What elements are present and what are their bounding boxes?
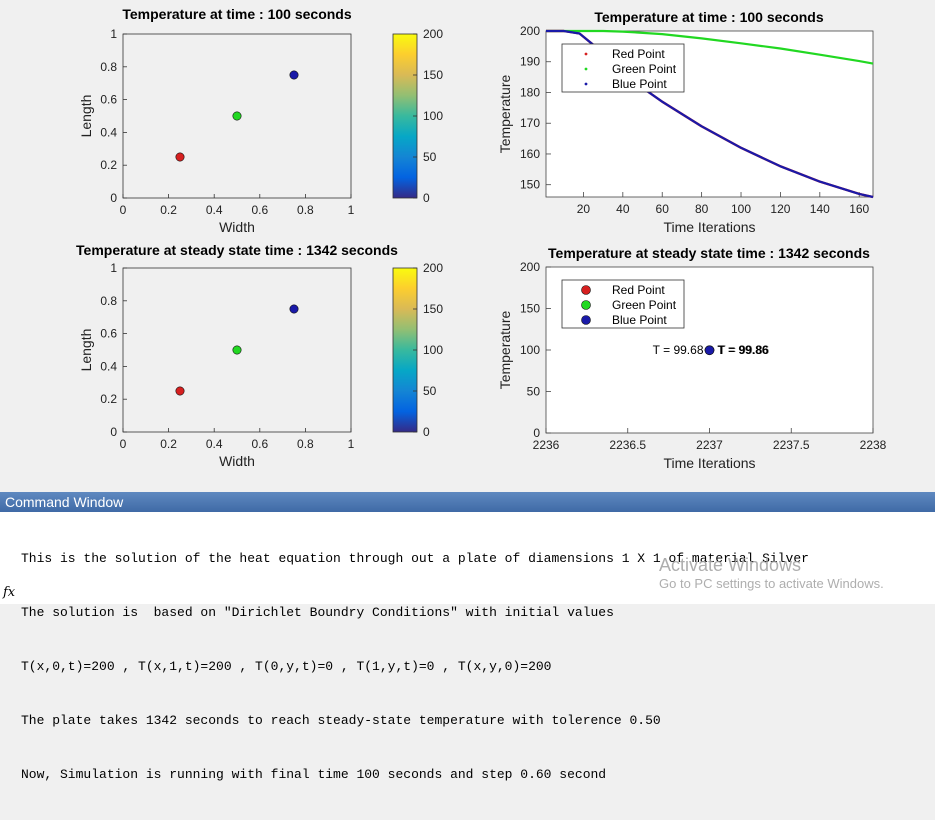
x-axis-label: Width xyxy=(219,219,255,235)
y-tick-label: 190 xyxy=(520,55,540,69)
x-tick-label: 120 xyxy=(770,202,790,216)
colorbar-tick-label: 200 xyxy=(423,27,443,41)
x-tick-label: 0.2 xyxy=(160,203,177,217)
x-tick-label: 160 xyxy=(849,202,869,216)
x-tick-label: 140 xyxy=(810,202,830,216)
heatmap-title: Temperature at steady state time : 1342 … xyxy=(76,242,398,258)
y-tick-label: 150 xyxy=(520,178,540,192)
x-tick-label: 60 xyxy=(656,202,670,216)
x-tick-label: 1 xyxy=(348,203,355,217)
x-tick-label: 100 xyxy=(731,202,751,216)
green-point-marker xyxy=(233,112,241,120)
x-tick-label: 20 xyxy=(577,202,591,216)
blue-legend-marker xyxy=(585,83,588,86)
legend-label: Red Point xyxy=(612,47,665,61)
colorbar-tick-label: 100 xyxy=(423,109,443,123)
y-tick-label: 200 xyxy=(520,24,540,38)
y-axis-label: Temperature xyxy=(497,74,513,153)
y-axis-label: Length xyxy=(78,95,94,138)
x-tick-label: 0.6 xyxy=(251,203,268,217)
plot-title: Temperature at time : 100 seconds xyxy=(594,9,823,25)
figure-canvas: Temperature at time : 100 seconds 0 0.2 0.4… xyxy=(0,0,935,490)
blue-point-marker xyxy=(290,71,298,79)
colorbar-tick-label: 0 xyxy=(423,191,430,205)
figure-window: Temperature at time : 100 seconds 0 0.2 0.4… xyxy=(0,0,935,490)
y-tick-label: 170 xyxy=(520,116,540,130)
y-tick-label: 0.4 xyxy=(100,125,117,139)
heatmap-panel: Temperature at steady state time : 1342 … xyxy=(76,242,443,469)
x-tick-label: 0 xyxy=(120,203,127,217)
colorbar-tick-label: 150 xyxy=(423,68,443,82)
x-axis-label: Time Iterations xyxy=(663,219,755,235)
y-tick-label: 0.8 xyxy=(100,60,117,74)
y-tick-label: 180 xyxy=(520,85,540,99)
y-tick-label: 0.6 xyxy=(100,93,117,107)
legend-label: Green Point xyxy=(612,62,677,76)
x-tick-label: 40 xyxy=(616,202,630,216)
heatmap-panel: Temperature at time : 100 seconds 0 0.2 0.4… xyxy=(78,6,443,235)
legend-label: Blue Point xyxy=(612,77,667,91)
heatmap-title: Temperature at time : 100 seconds xyxy=(122,6,351,22)
red-point-marker xyxy=(176,153,184,161)
y-tick-label: 1 xyxy=(110,27,117,41)
red-legend-marker xyxy=(585,53,588,56)
x-tick-label: 0.8 xyxy=(297,203,314,217)
green-legend-marker xyxy=(585,68,588,71)
x-tick-label: 0.4 xyxy=(206,203,223,217)
y-tick-label: 0 xyxy=(110,191,117,205)
y-tick-label: 160 xyxy=(520,147,540,161)
x-tick-label: 80 xyxy=(695,202,709,216)
y-tick-label: 0.2 xyxy=(100,158,117,172)
line-panel: Temperature at time : 100 seconds 20 40 60 8… xyxy=(497,9,873,235)
colorbar-tick-label: 50 xyxy=(423,150,437,164)
